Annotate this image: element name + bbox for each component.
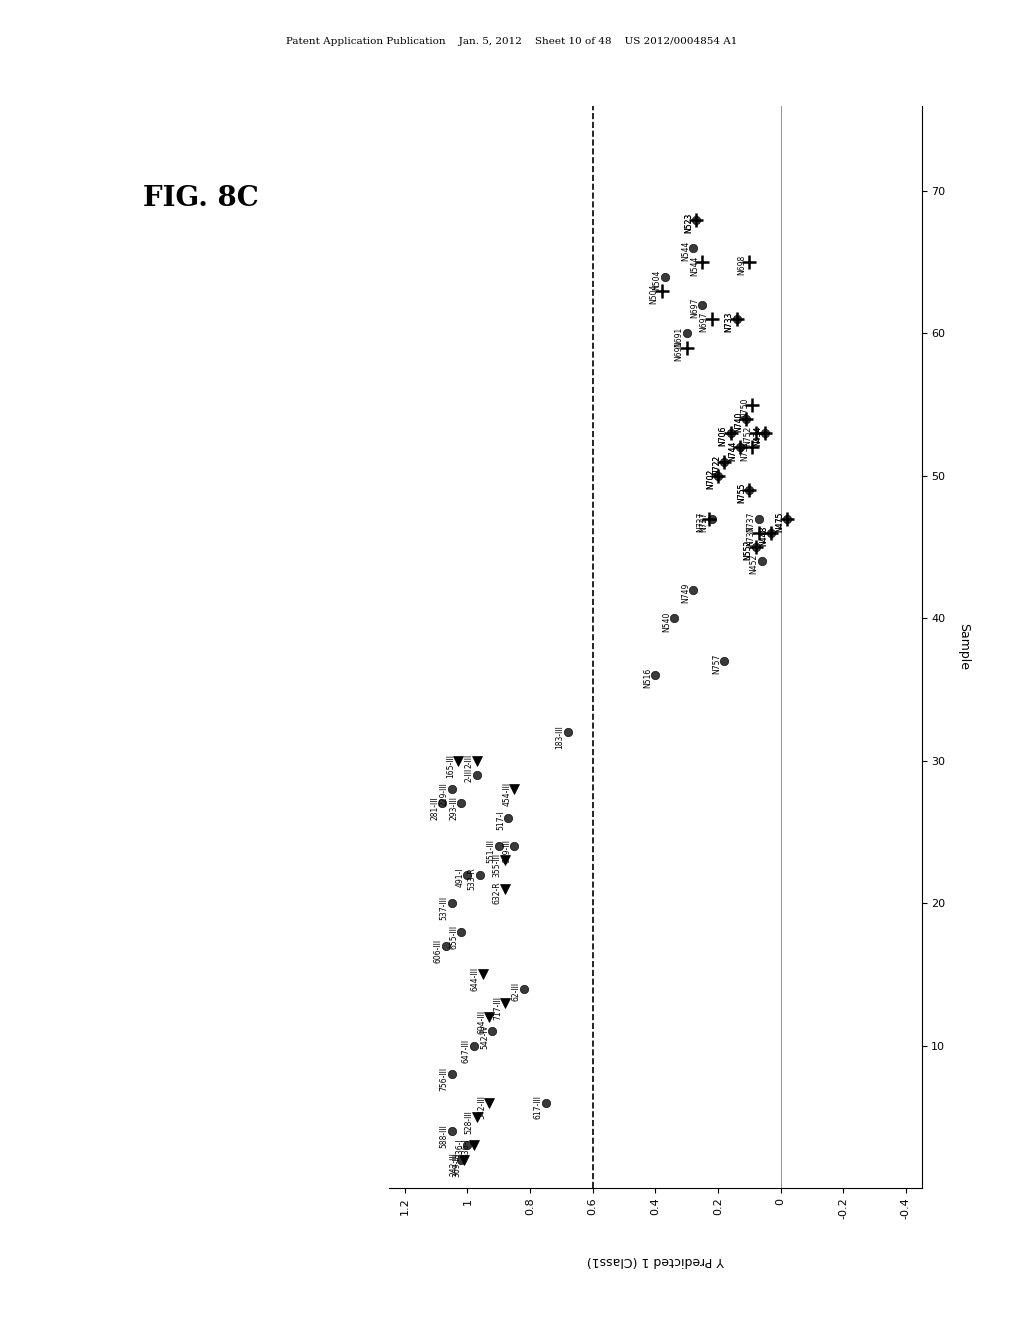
Text: 588-III: 588-III <box>439 1123 449 1148</box>
Text: 165-III: 165-III <box>445 754 455 777</box>
Text: N504: N504 <box>649 284 658 304</box>
Text: N697: N697 <box>699 312 709 333</box>
Text: N544: N544 <box>690 255 699 276</box>
Text: N757: N757 <box>712 653 721 675</box>
Text: N706: N706 <box>719 426 727 446</box>
Text: N504: N504 <box>652 269 662 290</box>
Text: 606-III: 606-III <box>433 939 442 962</box>
Text: N737: N737 <box>746 512 756 532</box>
Text: 369-III: 369-III <box>453 1152 461 1176</box>
Text: Patent Application Publication    Jan. 5, 2012    Sheet 10 of 48    US 2012/0004: Patent Application Publication Jan. 5, 2… <box>287 37 737 46</box>
Text: N697: N697 <box>690 298 699 318</box>
Text: 533-R: 533-R <box>468 867 477 890</box>
Text: N552: N552 <box>743 540 753 560</box>
Text: N727: N727 <box>699 512 709 532</box>
Text: 647-III: 647-III <box>462 1039 471 1063</box>
Text: N475: N475 <box>775 512 783 532</box>
Text: N755: N755 <box>737 483 746 503</box>
Text: 2-III: 2-III <box>465 754 474 768</box>
Text: N523: N523 <box>684 213 693 232</box>
Text: N516: N516 <box>643 668 652 689</box>
Text: N691: N691 <box>675 341 684 360</box>
X-axis label: Y Predicted 1 (Class1): Y Predicted 1 (Class1) <box>587 1254 724 1267</box>
Text: N552: N552 <box>743 540 753 560</box>
Text: 229-III: 229-III <box>439 781 449 807</box>
Text: 689-III: 689-III <box>503 840 511 863</box>
Text: 537-III: 537-III <box>439 896 449 920</box>
Text: 542-III: 542-III <box>477 1096 486 1119</box>
Text: N448: N448 <box>759 525 768 546</box>
Text: N752: N752 <box>743 426 753 446</box>
Text: 454-III: 454-III <box>503 781 511 807</box>
Text: N448: N448 <box>759 525 768 546</box>
Text: 242-III: 242-III <box>450 1152 458 1176</box>
Text: 491-I: 491-I <box>456 867 464 887</box>
Text: 617-III: 617-III <box>534 1096 543 1119</box>
Text: 694-III: 694-III <box>477 1010 486 1034</box>
Text: 336-I: 336-I <box>456 1138 464 1158</box>
Text: 517-I: 517-I <box>496 810 505 830</box>
Text: N744: N744 <box>728 441 737 461</box>
Text: N749: N749 <box>681 582 690 603</box>
Text: N737: N737 <box>746 525 756 546</box>
Text: N722: N722 <box>712 454 721 475</box>
Text: N740: N740 <box>734 412 743 432</box>
Text: N755: N755 <box>737 483 746 503</box>
Text: 756-III: 756-III <box>439 1067 449 1092</box>
Text: 293-III: 293-III <box>450 796 458 820</box>
Text: N702: N702 <box>706 469 715 488</box>
Text: N434: N434 <box>753 426 762 446</box>
Text: 355-III: 355-III <box>493 853 502 878</box>
Text: 183-III: 183-III <box>556 725 564 748</box>
Y-axis label: Sample: Sample <box>957 623 971 671</box>
Text: N523: N523 <box>684 213 693 232</box>
Text: 717-III: 717-III <box>493 995 502 1020</box>
Text: N434: N434 <box>753 426 762 446</box>
Text: N452: N452 <box>750 554 759 574</box>
Text: N733: N733 <box>725 312 733 333</box>
Text: 528-III: 528-III <box>465 1110 474 1134</box>
Text: N751: N751 <box>740 441 750 461</box>
Text: 336-I: 336-I <box>462 1138 471 1158</box>
Text: 655-III: 655-III <box>450 924 458 949</box>
Text: N475: N475 <box>775 512 783 532</box>
Text: 62-III: 62-III <box>512 982 520 1001</box>
Text: N691: N691 <box>675 326 684 347</box>
Text: N722: N722 <box>712 454 721 475</box>
Text: 542-IV: 542-IV <box>480 1024 489 1049</box>
Text: 644-III: 644-III <box>471 968 480 991</box>
Text: N744: N744 <box>728 441 737 461</box>
Text: 551-III: 551-III <box>486 840 496 863</box>
Text: 281-III: 281-III <box>430 796 439 820</box>
Text: N733: N733 <box>725 312 733 333</box>
Text: N727: N727 <box>696 512 706 532</box>
Text: 632-R: 632-R <box>493 882 502 904</box>
Text: N540: N540 <box>663 611 671 631</box>
Text: N544: N544 <box>681 242 690 261</box>
Text: FIG. 8C: FIG. 8C <box>143 185 259 211</box>
Text: N706: N706 <box>719 426 727 446</box>
Text: N702: N702 <box>706 469 715 488</box>
Text: N740: N740 <box>734 412 743 432</box>
Text: N750: N750 <box>740 397 750 418</box>
Text: 2-III: 2-III <box>465 768 474 783</box>
Text: N698: N698 <box>737 255 746 276</box>
